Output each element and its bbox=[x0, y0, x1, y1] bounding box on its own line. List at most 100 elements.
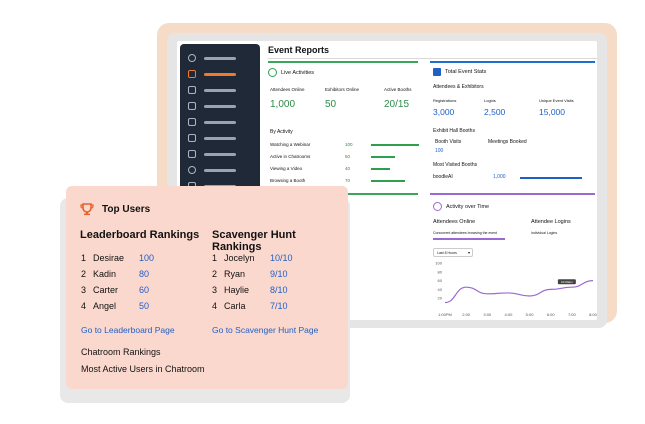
live-activities-title: Live Activities bbox=[281, 69, 315, 76]
attendees-online-heading[interactable]: Attendees Online bbox=[433, 219, 476, 225]
x-tick-label: 6:00 bbox=[547, 312, 556, 317]
activity-chart: 100 80 60 40 20 1:00PM 2:00 3:00 4:00 5:00 6:00 7:0… bbox=[435, 261, 597, 318]
chatroom-rankings-heading: Chatroom Rankings bbox=[81, 347, 161, 357]
sidebar-item-user[interactable] bbox=[188, 166, 236, 174]
globe-icon bbox=[268, 68, 277, 77]
sidebar-item-monitor[interactable] bbox=[188, 70, 236, 78]
most-active-users-label: Most Active Users in Chatroom bbox=[81, 364, 205, 374]
activity-bar bbox=[371, 168, 390, 170]
selected-tab-underline bbox=[433, 238, 505, 240]
chart-icon bbox=[188, 86, 196, 94]
y-tick-label: 60 bbox=[438, 278, 443, 283]
unique-visits-value: 15,000 bbox=[539, 107, 565, 117]
stat-label: Active Booths bbox=[384, 87, 412, 92]
x-tick-label: 7:00 bbox=[568, 312, 577, 317]
sidebar-item-list[interactable] bbox=[188, 118, 236, 126]
stat-label: Registrations bbox=[433, 98, 457, 103]
contacts-icon bbox=[188, 150, 196, 158]
leaderboard-row: 4 Angel 50 bbox=[81, 301, 150, 311]
sidebar-item-contacts[interactable] bbox=[188, 150, 236, 158]
activity-title: Activity over Time bbox=[446, 203, 490, 210]
scavenger-row: 4 Carla 7/10 bbox=[212, 301, 288, 311]
attendees-online-value: 1,000 bbox=[270, 99, 296, 110]
sidebar-item-chat[interactable] bbox=[188, 134, 236, 142]
most-visited-title: Most Visited Booths bbox=[433, 162, 478, 168]
leaderboard-link[interactable]: Go to Leaderboard Page bbox=[81, 325, 175, 335]
range-select[interactable]: Last 8 Hours ▾ bbox=[433, 248, 473, 257]
total-stats-subtitle: Attendees & Exhibitors bbox=[433, 84, 484, 90]
most-visited-value: 1,000 bbox=[493, 174, 506, 180]
stat-label: Logins bbox=[484, 98, 496, 103]
hall-stat-label: Booth Visits bbox=[435, 139, 462, 145]
x-tick-label: 5:00 bbox=[526, 312, 535, 317]
scavenger-row: 2 Ryan 9/10 bbox=[212, 269, 288, 279]
sidebar-item-dashboard[interactable] bbox=[188, 54, 236, 62]
most-visited-label: boodleAI bbox=[433, 174, 453, 180]
clock-icon bbox=[433, 202, 442, 211]
title-divider bbox=[268, 58, 597, 59]
live-activities-header: Live Activities bbox=[268, 68, 418, 77]
booth-visits-value: 100 bbox=[435, 148, 444, 154]
stat-label: Unique Event Visits bbox=[539, 98, 574, 103]
y-tick-label: 100 bbox=[435, 261, 442, 266]
logins-value: 2,500 bbox=[484, 107, 506, 117]
leaderboard-row: 3 Carter 60 bbox=[81, 285, 150, 295]
chat-icon bbox=[188, 134, 196, 142]
by-activity-title: By Activity bbox=[270, 129, 293, 135]
activity-header: Activity over Time bbox=[433, 202, 489, 211]
trophy-icon bbox=[80, 203, 94, 216]
x-tick-label: 1:00PM bbox=[438, 312, 452, 317]
top-users-card: Top Users Leaderboard Rankings Scavenger… bbox=[66, 186, 348, 389]
dashboard-window: Event Reports Live Activities Attendees … bbox=[167, 33, 607, 328]
user-icon bbox=[188, 166, 196, 174]
x-tick-label: 8:00 bbox=[589, 312, 597, 317]
live-activities-accent bbox=[268, 61, 418, 63]
exhibitors-online-value: 50 bbox=[325, 99, 337, 110]
most-visited-bar bbox=[520, 177, 582, 179]
series-line bbox=[444, 280, 594, 304]
leaderboard-row: 1 Desirae 100 bbox=[81, 253, 155, 263]
activity-value: 70 bbox=[345, 178, 351, 183]
x-tick-label: 3:00 bbox=[483, 312, 492, 317]
total-stats-header: Total Event Stats bbox=[433, 68, 486, 76]
activity-label: Active in Chatrooms bbox=[270, 154, 311, 159]
activity-label: Viewing a Video bbox=[270, 166, 303, 171]
activity-label: Browsing a Booth bbox=[270, 178, 306, 183]
leaderboard-row: 2 Kadin 80 bbox=[81, 269, 150, 279]
chart-tooltip bbox=[557, 279, 576, 285]
monitor-icon bbox=[188, 70, 196, 78]
exhibit-hall-title: Exhibit Hall Booths bbox=[433, 128, 475, 134]
list-icon bbox=[188, 118, 196, 126]
y-tick-label: 80 bbox=[438, 269, 443, 274]
activity-accent bbox=[430, 193, 595, 195]
dashboard-icon bbox=[188, 54, 196, 62]
scavenger-row: 1 Jocelyn 10/10 bbox=[212, 253, 293, 263]
activity-bar bbox=[371, 144, 419, 146]
attendees-online-sub: Concurrent attendees browsing the event bbox=[433, 231, 498, 235]
sidebar-item-box[interactable] bbox=[188, 102, 236, 110]
x-tick-label: 2:00 bbox=[462, 312, 471, 317]
activity-value: 100 bbox=[345, 142, 353, 147]
active-booths-value: 20/15 bbox=[384, 99, 410, 110]
activity-bar bbox=[371, 156, 395, 158]
total-stats-accent bbox=[430, 61, 595, 63]
page-title: Event Reports bbox=[268, 45, 330, 55]
sidebar-item-analytics[interactable] bbox=[188, 86, 236, 94]
range-select-value: Last 8 Hours bbox=[437, 250, 457, 255]
activity-value: 40 bbox=[345, 166, 351, 171]
attendee-logins-sub: Individual Logins bbox=[531, 231, 558, 235]
activity-value: 50 bbox=[345, 154, 351, 159]
top-users-title: Top Users bbox=[102, 204, 151, 215]
chart-tooltip-label: 10:00am bbox=[561, 280, 573, 284]
calendar-icon bbox=[433, 68, 441, 76]
box-icon bbox=[188, 102, 196, 110]
y-tick-label: 20 bbox=[438, 296, 443, 301]
stat-label: Exhibitors Online bbox=[325, 87, 360, 92]
attendee-logins-heading[interactable]: Attendee Logins bbox=[531, 219, 571, 225]
x-tick-label: 4:00 bbox=[505, 312, 514, 317]
hall-stat-label: Meetings Booked bbox=[488, 139, 527, 145]
stat-label: Attendees Online bbox=[270, 87, 305, 92]
scavenger-link[interactable]: Go to Scavenger Hunt Page bbox=[212, 325, 319, 335]
leaderboard-heading: Leaderboard Rankings bbox=[80, 229, 200, 241]
activity-label: Watching a Webinar bbox=[270, 142, 311, 147]
